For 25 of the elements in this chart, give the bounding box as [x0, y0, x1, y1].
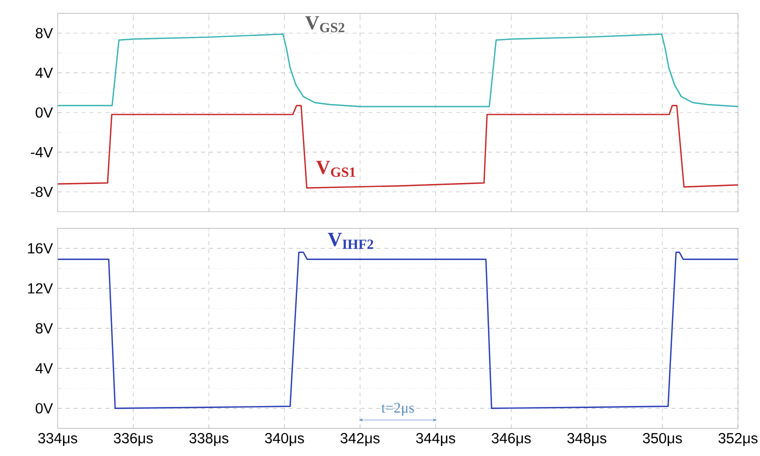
x-tick-label: 336μs [114, 433, 153, 446]
y-tick-label: -4V [30, 147, 53, 158]
x-tick-label: 352μs [718, 433, 758, 446]
x-tick-label: 338μs [189, 433, 228, 446]
y-tick-label: 4V [35, 363, 53, 374]
line-series [58, 33, 738, 108]
x-tick-label: 334μs [38, 433, 78, 446]
y-tick-label: 0V [36, 403, 53, 414]
y-tick-label: 4V [35, 68, 53, 78]
x-tick-label: 350μs [642, 433, 682, 446]
y-tick-label: 16V [28, 243, 53, 254]
series-label: V$_{IHF2}$ [328, 232, 374, 249]
y-tick-label: 12V [28, 283, 53, 294]
series-label: V$_{GS2}$ [305, 16, 344, 32]
y-tick-label: 0V [36, 107, 53, 118]
series-label: V$_{GS1}$ [316, 160, 356, 177]
y-tick-label: 8V [36, 28, 53, 38]
x-tick-label: 348μs [567, 433, 606, 446]
x-tick-label: 342μs [340, 433, 380, 446]
y-tick-label: 8V [36, 323, 53, 334]
x-tick-label: 340μs [264, 433, 304, 446]
y-tick-label: -8V [30, 186, 53, 198]
x-tick-label: 344μs [416, 433, 456, 446]
x-tick-label: 346μs [492, 433, 531, 446]
annotation: t=2μs [381, 402, 414, 416]
